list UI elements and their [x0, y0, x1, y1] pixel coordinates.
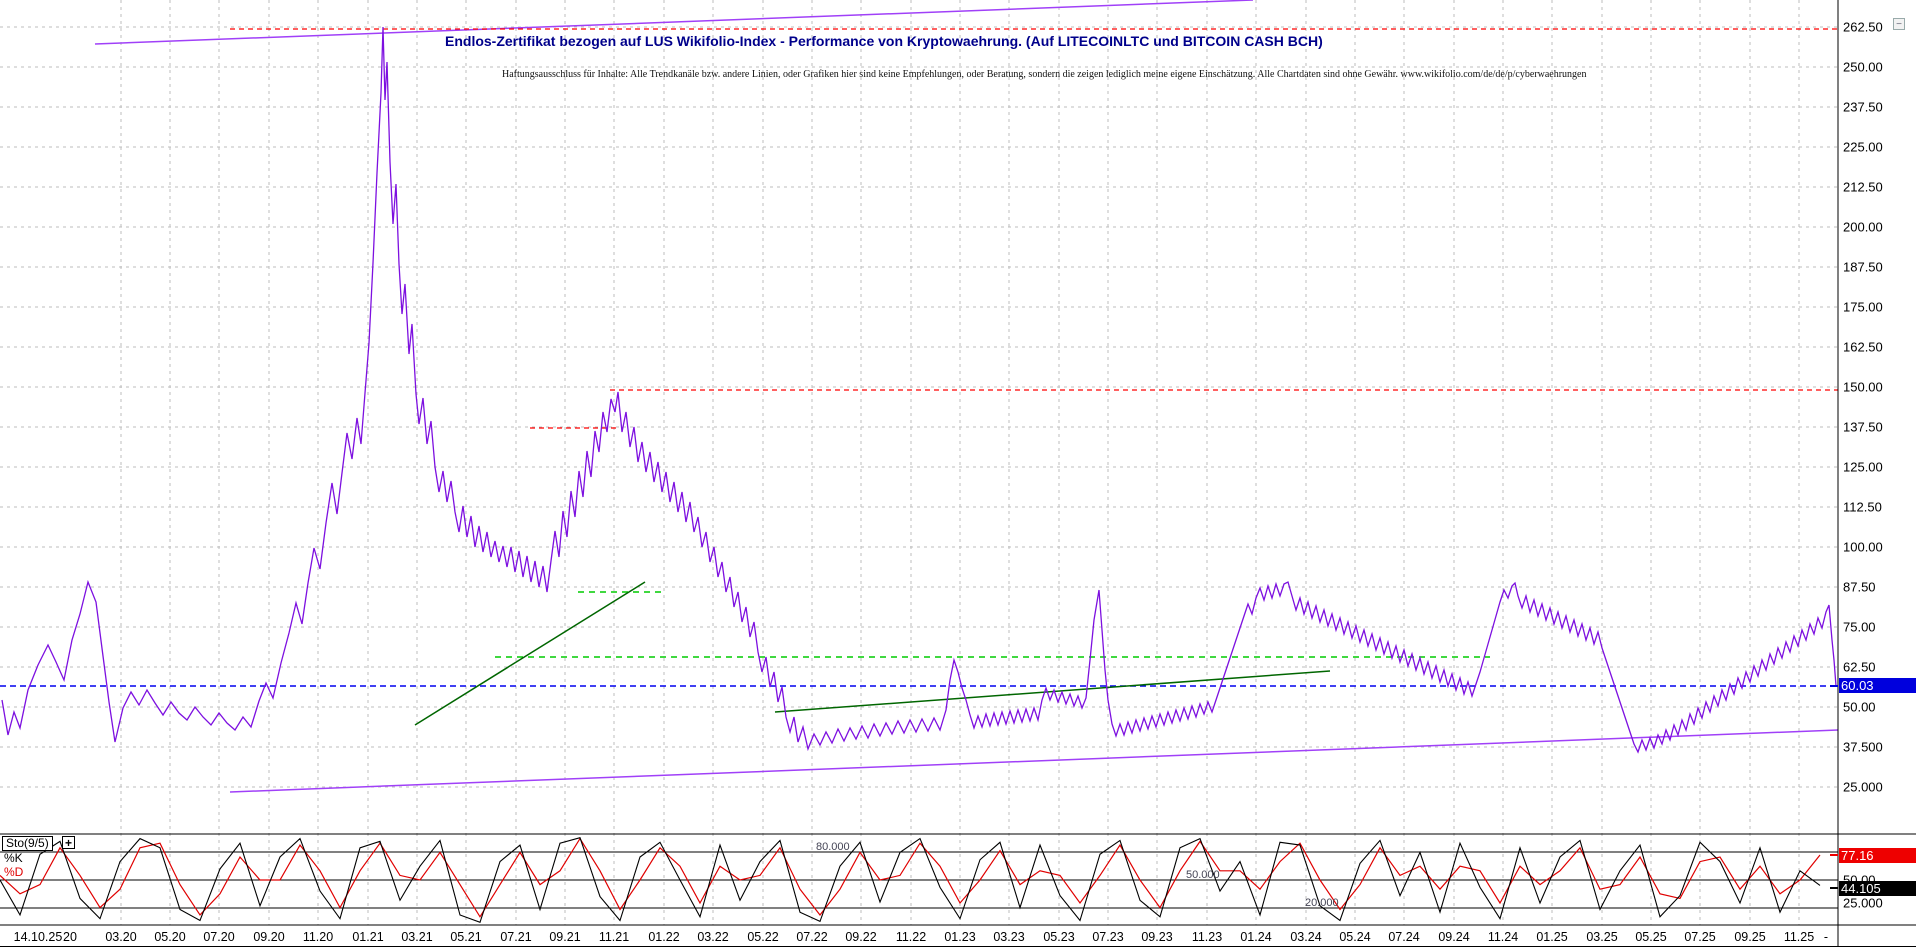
sto-level-label: 50.000	[1186, 869, 1220, 881]
price-axis-label: 150.00	[1843, 380, 1883, 395]
x-axis-label: 05.24	[1339, 930, 1370, 944]
x-axis-label: 01.24	[1240, 930, 1271, 944]
x-axis-label: 07.21	[500, 930, 531, 944]
price-axis-label: 262.50	[1843, 20, 1883, 35]
x-axis-label: 07.20	[203, 930, 234, 944]
sto-level-label: 80.000	[816, 841, 850, 853]
sto-d-value-badge: 77.16	[1839, 848, 1916, 863]
x-axis-label: 07.24	[1388, 930, 1419, 944]
sto-k-series	[0, 837, 1821, 924]
percent-k-label: %K	[4, 851, 23, 865]
price-axis-label: 25.000	[1843, 780, 1883, 795]
x-axis-label: 05.22	[747, 930, 778, 944]
x-axis-label: 11.25	[1784, 930, 1814, 944]
indicator-label[interactable]: Sto(9/5)	[2, 836, 53, 851]
price-axis-label: 200.00	[1843, 220, 1883, 235]
x-axis-label: 05.21	[450, 930, 481, 944]
x-axis-label: 03.22	[697, 930, 728, 944]
price-axis-label: 75.00	[1843, 620, 1876, 635]
sto-d-series	[0, 837, 1821, 918]
price-series	[1, 26, 1837, 754]
upper-channel-trend-line	[94, 0, 1254, 45]
x-axis-label: 03.24	[1290, 930, 1321, 944]
x-axis-label: 07.25	[1684, 930, 1715, 944]
price-axis-label: 100.00	[1843, 540, 1883, 555]
x-axis-label: 11.22	[896, 930, 926, 944]
x-axis-label: 11.24	[1488, 930, 1518, 944]
x-axis-label: -	[1824, 930, 1828, 944]
x-axis-label: 03.23	[993, 930, 1024, 944]
percent-d-label: %D	[4, 865, 24, 879]
x-axis-label: 01.22	[648, 930, 679, 944]
x-axis-label: 09.23	[1141, 930, 1172, 944]
x-axis-label: 01.21	[352, 930, 383, 944]
price-axis-label: 50.00	[1843, 700, 1876, 715]
price-axis-label: 237.50	[1843, 100, 1883, 115]
price-axis-label: 162.50	[1843, 340, 1883, 355]
collapse-icon[interactable]: −	[1893, 18, 1905, 30]
x-axis-label: 05.23	[1043, 930, 1074, 944]
price-axis-label: 187.50	[1843, 260, 1883, 275]
sto-k-value-badge: 44.105	[1839, 881, 1916, 896]
x-axis-label: 09.25	[1734, 930, 1765, 944]
x-axis-label: 11.23	[1192, 930, 1222, 944]
price-axis-label: 37.500	[1843, 740, 1883, 755]
x-axis-label: 03.21	[401, 930, 432, 944]
x-axis-label: 05.20	[154, 930, 185, 944]
x-axis-label: 14.10.25	[14, 930, 63, 944]
sto-axis-label: 25.000	[1843, 896, 1883, 911]
green-support-trend-a	[414, 581, 646, 726]
price-axis-label: 225.00	[1843, 140, 1883, 155]
x-axis-label: 05.25	[1635, 930, 1666, 944]
x-axis-label: 03.25	[1586, 930, 1617, 944]
x-axis-label: 11.21	[599, 930, 629, 944]
sto-level-label: 20.000	[1305, 897, 1339, 909]
lower-channel-trend-line	[229, 729, 1839, 793]
x-axis-label: 20	[63, 930, 77, 944]
price-axis-label: 125.00	[1843, 460, 1883, 475]
x-axis-label: 01.23	[944, 930, 975, 944]
price-axis-label: 175.00	[1843, 300, 1883, 315]
disclaimer-text: Haftungsausschluss für Inhalte: Alle Tre…	[502, 69, 1587, 80]
x-axis-label: 01.25	[1536, 930, 1567, 944]
x-axis-label: 09.21	[549, 930, 580, 944]
add-indicator-icon[interactable]: +	[62, 836, 75, 849]
x-axis-label: 07.23	[1092, 930, 1123, 944]
x-axis-label: 11.20	[303, 930, 333, 944]
x-axis-label: 09.20	[253, 930, 284, 944]
chart-title: Endlos-Zertifikat bezogen auf LUS Wikifo…	[445, 33, 1323, 49]
price-axis-label: 212.50	[1843, 180, 1883, 195]
price-axis-label: 62.50	[1843, 660, 1876, 675]
current-price-badge: 60.03	[1839, 678, 1916, 693]
price-axis-label: 112.50	[1843, 500, 1882, 515]
green-support-trend-b	[774, 670, 1331, 713]
price-axis-label: 87.50	[1843, 580, 1876, 595]
x-axis-label: 09.24	[1438, 930, 1469, 944]
price-axis-label: 250.00	[1843, 60, 1883, 75]
x-axis-label: 07.22	[796, 930, 827, 944]
price-axis-label: 137.50	[1843, 420, 1883, 435]
x-axis-label: 03.20	[105, 930, 136, 944]
x-axis-label: 09.22	[845, 930, 876, 944]
